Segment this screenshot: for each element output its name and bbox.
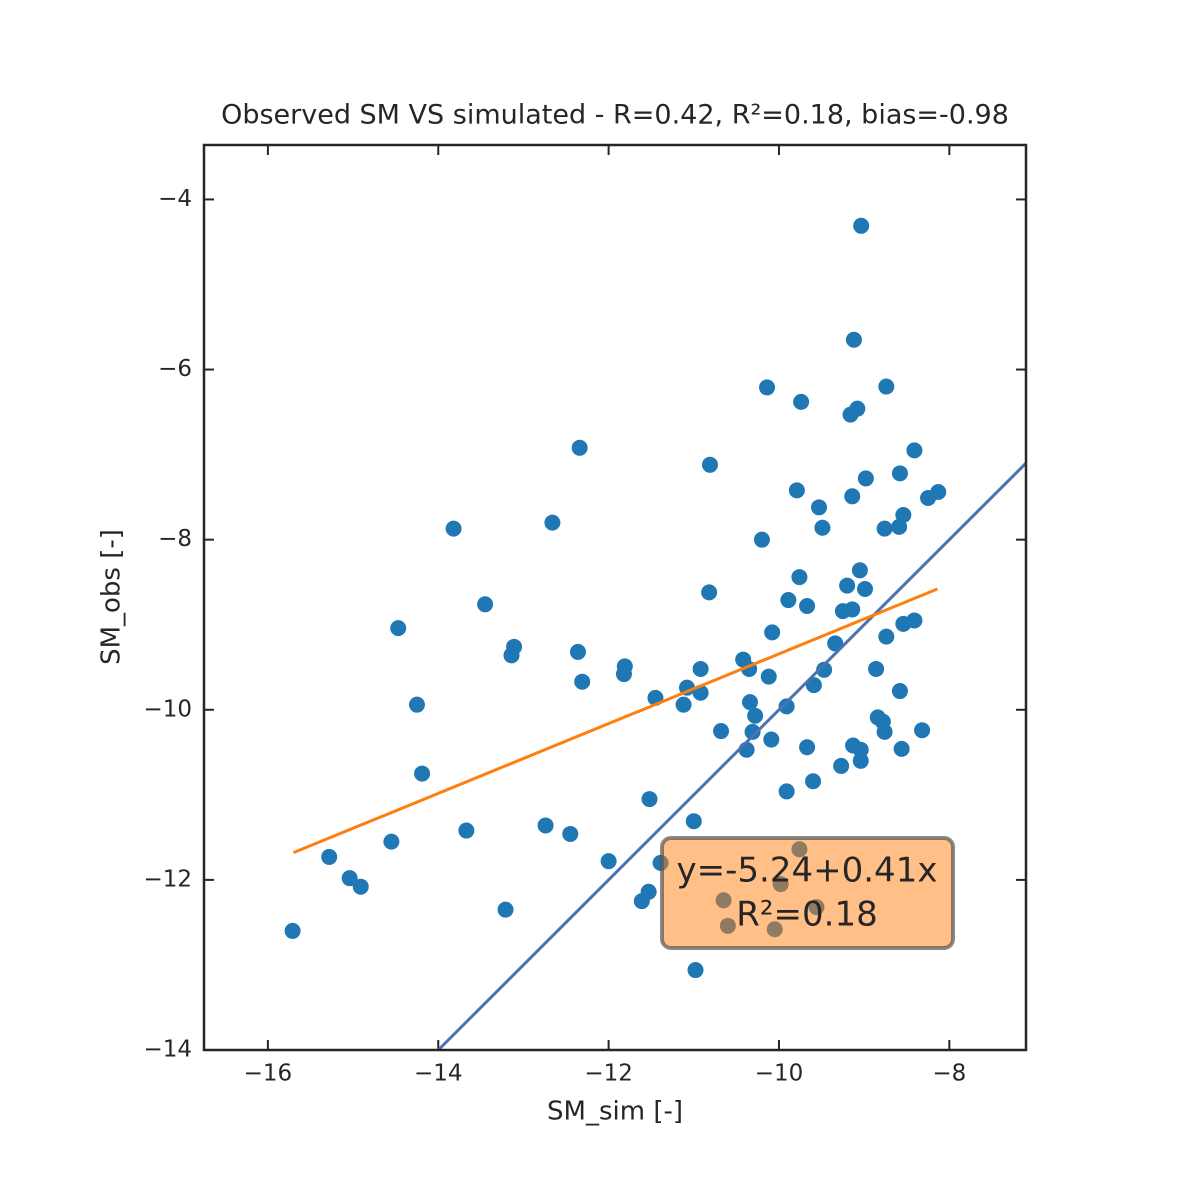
regression-line (292, 587, 938, 855)
point (799, 739, 816, 756)
point (763, 731, 780, 748)
point (615, 666, 632, 683)
x-tick-label: −10 (755, 1061, 804, 1087)
point (747, 707, 764, 724)
y-tick-label: −14 (143, 1037, 192, 1063)
x-tick-label: −14 (414, 1061, 463, 1087)
point (477, 596, 494, 613)
point (753, 531, 770, 548)
point (852, 741, 869, 758)
point (827, 635, 844, 652)
chart-title: Observed SM VS simulated - R=0.42, R²=0.… (221, 100, 1009, 131)
point (778, 783, 795, 800)
point (641, 791, 658, 808)
point (844, 488, 861, 505)
y-tick-label: −12 (143, 866, 192, 892)
point (851, 562, 868, 579)
point (906, 442, 923, 459)
point (816, 661, 833, 678)
point (341, 870, 358, 887)
point (788, 482, 805, 499)
point (571, 439, 588, 456)
annotation-text: R²=0.18 (736, 895, 877, 935)
point (878, 378, 895, 395)
point (833, 757, 850, 774)
point (893, 740, 910, 757)
point (895, 615, 912, 632)
point (891, 683, 908, 700)
point (633, 893, 650, 910)
plot-frame (202, 143, 1028, 1052)
point (759, 379, 776, 396)
point (687, 962, 704, 979)
point (868, 660, 885, 677)
point (852, 752, 869, 769)
point (839, 577, 856, 594)
point (853, 217, 870, 234)
point (857, 470, 874, 487)
point (562, 825, 579, 842)
point (408, 696, 425, 713)
point (701, 456, 718, 473)
y-tick-label: −6 (158, 356, 192, 382)
point (675, 696, 692, 713)
point (814, 519, 831, 536)
point (685, 813, 702, 830)
point (569, 643, 586, 660)
point (780, 592, 797, 609)
point (701, 584, 718, 601)
point (497, 901, 514, 918)
point (544, 514, 561, 531)
point (600, 853, 617, 870)
point (760, 668, 777, 685)
point (503, 647, 520, 664)
point (842, 406, 859, 423)
annotation-box (660, 836, 955, 950)
y-tick-label: −4 (158, 186, 192, 212)
y-tick-label: −8 (158, 526, 192, 552)
point (390, 620, 407, 637)
point (458, 822, 475, 839)
x-tick-label: −16 (244, 1061, 293, 1087)
point (876, 520, 893, 537)
point (914, 722, 931, 739)
point (805, 677, 822, 694)
point (321, 848, 338, 865)
point (793, 393, 810, 410)
point (445, 520, 462, 537)
point (791, 569, 808, 586)
point (383, 833, 400, 850)
point (744, 723, 761, 740)
point (844, 601, 861, 618)
point (799, 598, 816, 615)
point (891, 465, 908, 482)
point (742, 694, 759, 711)
point (845, 331, 862, 348)
y-tick-label: −10 (143, 696, 192, 722)
point (537, 817, 554, 834)
x-axis-label: SM_sim [-] (547, 1097, 683, 1127)
annotation-text: y=-5.24+0.41x (677, 851, 938, 891)
point (284, 922, 301, 939)
x-tick-label: −12 (584, 1061, 633, 1087)
point (764, 624, 781, 641)
y-axis-label: SM_obs [-] (97, 529, 127, 665)
point (920, 489, 937, 506)
point (574, 673, 591, 690)
point (805, 773, 822, 790)
point (876, 723, 893, 740)
point (878, 628, 895, 645)
identity-line (437, 462, 1026, 1050)
point (352, 878, 369, 895)
point (891, 518, 908, 535)
point (713, 723, 730, 740)
point (778, 698, 795, 715)
x-tick-label: −8 (932, 1061, 966, 1087)
point (414, 765, 431, 782)
point (857, 580, 874, 597)
point (692, 660, 709, 677)
point (811, 499, 828, 516)
